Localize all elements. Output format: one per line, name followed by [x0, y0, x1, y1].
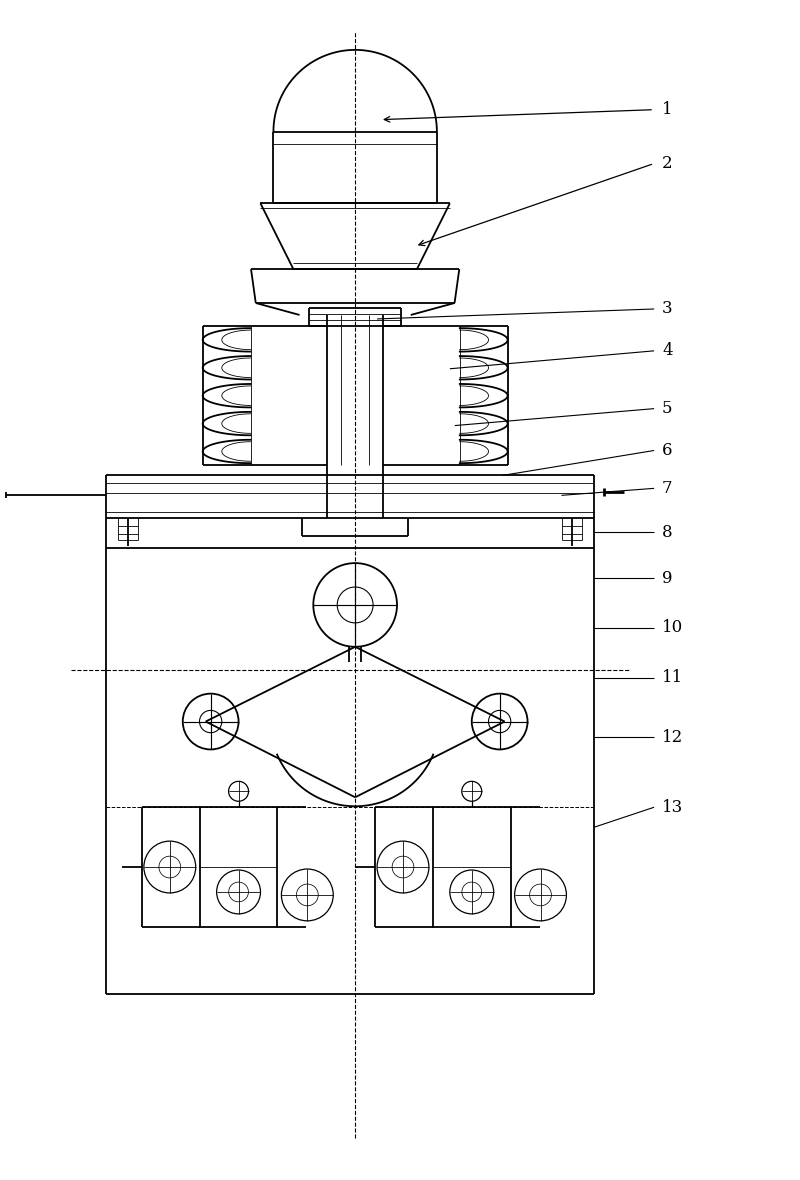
Text: 7: 7: [662, 480, 673, 497]
Text: 8: 8: [662, 524, 673, 540]
Bar: [433, 807, 510, 926]
Text: 11: 11: [662, 669, 683, 687]
Text: 4: 4: [662, 342, 673, 360]
Text: 13: 13: [662, 799, 683, 815]
Text: 9: 9: [662, 570, 673, 586]
Text: 10: 10: [662, 620, 683, 636]
Text: 5: 5: [662, 400, 673, 418]
Text: 1: 1: [662, 101, 673, 118]
Text: 6: 6: [662, 442, 673, 459]
Text: 12: 12: [662, 729, 683, 746]
Text: 2: 2: [662, 155, 673, 172]
Text: 3: 3: [662, 301, 673, 317]
Bar: [200, 807, 278, 926]
